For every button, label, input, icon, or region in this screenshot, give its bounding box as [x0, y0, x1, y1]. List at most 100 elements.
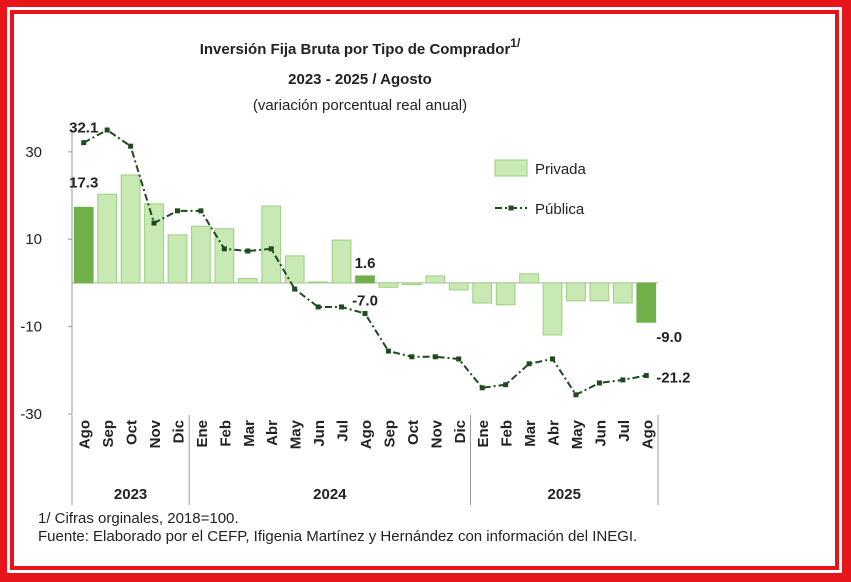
x-tick-label: Mar: [241, 420, 258, 447]
bar: [519, 273, 539, 284]
marker: [221, 246, 227, 252]
bar: [542, 282, 563, 336]
x-tick-label: Ago: [77, 420, 94, 449]
marker: [339, 304, 345, 310]
x-tick-label: Nov: [428, 419, 445, 448]
marker: [643, 373, 649, 379]
x-tick-label: Oct: [405, 420, 422, 445]
bar: [214, 228, 235, 284]
x-tick-label: Sep: [381, 420, 398, 448]
legend-label: Privada: [535, 161, 587, 178]
marker: [151, 220, 157, 226]
marker: [81, 140, 87, 146]
marker: [550, 356, 556, 362]
marker: [128, 143, 134, 149]
x-tick-label: Mar: [522, 420, 539, 447]
marker: [573, 392, 579, 398]
source: Fuente: Elaborado por el CEFP, Ifigenia …: [38, 528, 637, 545]
x-tick-label: Feb: [499, 420, 516, 447]
marker: [362, 311, 368, 317]
marker: [385, 348, 391, 354]
data-label: 1.6: [355, 255, 376, 272]
data-label: -9.0: [656, 329, 682, 346]
bar: [495, 282, 516, 306]
legend-label: Pública: [535, 201, 585, 218]
bar: [261, 205, 282, 284]
marker: [292, 286, 298, 292]
bar: [73, 206, 94, 284]
chart-title: Inversión Fija Bruta por Tipo de Comprad…: [200, 36, 521, 58]
marker: [503, 382, 509, 388]
y-tick-label: -30: [20, 406, 42, 423]
bar: [191, 225, 211, 284]
data-label: -21.2: [656, 370, 690, 387]
bar: [144, 203, 164, 284]
title-note: 1/: [510, 36, 521, 50]
marker: [432, 354, 438, 360]
data-label: 17.3: [69, 174, 98, 191]
bar: [425, 275, 446, 284]
marker: [479, 385, 485, 391]
x-tick-label: Ago: [358, 420, 375, 449]
marker: [526, 361, 532, 367]
chart-subtitle2: (variación porcentual real anual): [253, 97, 467, 114]
bar: [167, 234, 188, 284]
bar: [612, 282, 633, 304]
marker: [315, 304, 321, 310]
chart-subtitle: 2023 - 2025 / Agosto: [288, 71, 432, 88]
bar: [589, 282, 610, 302]
x-tick-label: Ago: [639, 420, 656, 449]
x-tick-label: Abr: [546, 420, 563, 446]
data-label: -7.0: [352, 293, 378, 310]
bar: [378, 282, 399, 288]
marker: [596, 380, 602, 386]
bar: [472, 282, 493, 304]
x-tick-label: Jul: [335, 420, 352, 442]
marker: [268, 246, 274, 252]
bar: [566, 282, 586, 302]
bar: [636, 282, 657, 323]
x-tick-label: Nov: [147, 419, 164, 448]
x-tick-label: Dic: [452, 420, 469, 443]
title-text: Inversión Fija Bruta por Tipo de Comprad…: [200, 41, 511, 58]
x-tick-label: Feb: [217, 420, 234, 447]
footnote: 1/ Cifras orginales, 2018=100.: [38, 510, 239, 527]
x-tick-label: May: [569, 419, 586, 449]
x-tick-label: Ene: [194, 420, 211, 448]
marker: [409, 354, 415, 360]
legend-marker: [508, 205, 514, 211]
chart-panel: [7, 7, 842, 573]
bar: [448, 282, 469, 291]
bar: [97, 193, 118, 284]
marker: [174, 208, 180, 214]
y-tick-label: 30: [25, 144, 42, 161]
x-tick-label: Jun: [592, 420, 609, 447]
marker: [620, 377, 626, 383]
bar: [355, 275, 375, 284]
data-label: 32.1: [69, 120, 98, 137]
y-tick-label: 10: [25, 231, 42, 248]
year-label: 2024: [313, 486, 347, 503]
bar: [331, 239, 352, 284]
x-tick-label: Oct: [124, 420, 141, 445]
marker: [245, 248, 251, 254]
x-tick-label: Dic: [170, 420, 187, 443]
legend-swatch: [494, 159, 528, 177]
x-tick-label: Ene: [475, 420, 492, 448]
marker: [104, 127, 110, 133]
x-tick-label: Jun: [311, 420, 328, 447]
bar: [308, 281, 328, 284]
marker: [456, 356, 462, 362]
bar: [237, 278, 258, 284]
year-label: 2025: [548, 486, 581, 503]
marker: [198, 208, 204, 214]
x-tick-label: Abr: [264, 420, 281, 446]
bar: [120, 174, 141, 284]
bar: [284, 255, 305, 284]
bar: [402, 282, 422, 286]
x-tick-label: Sep: [100, 420, 117, 448]
x-tick-label: Jul: [616, 420, 633, 442]
y-tick-label: -10: [20, 319, 42, 336]
